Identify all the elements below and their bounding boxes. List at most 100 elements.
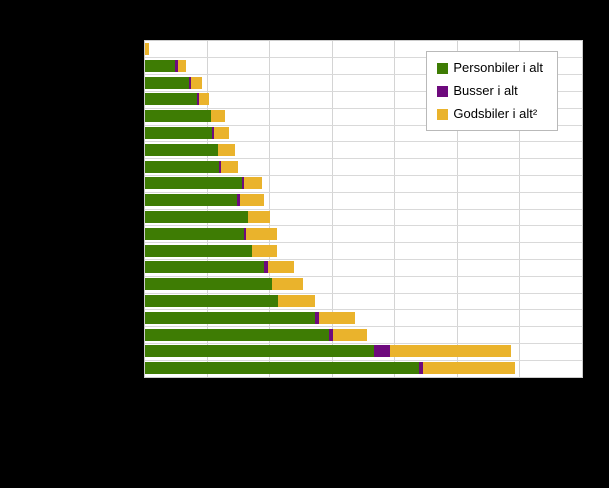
gridline-horizontal [145, 141, 582, 143]
bar-segment-busser [315, 311, 319, 324]
bar-segment-busser [196, 93, 199, 106]
bar-row [145, 59, 582, 72]
bar-segment-godsbiler [218, 143, 235, 156]
bar-segment-godsbiler [248, 211, 270, 223]
bar-segment-busser [374, 345, 391, 358]
bar-row [145, 345, 582, 358]
legend-label-personbiler: Personbiler i alt [453, 60, 543, 75]
legend-item-godsbiler[interactable]: Godsbiler i alt² [437, 107, 543, 121]
bar-row [145, 110, 582, 123]
bar-segment-personbiler [145, 295, 278, 307]
gridline-horizontal [145, 158, 582, 160]
bar-segment-godsbiler [211, 110, 225, 123]
gridline-horizontal [145, 326, 582, 328]
bar-segment-godsbiler [191, 76, 202, 89]
bar-segment-godsbiler [246, 227, 277, 240]
bar-segment-personbiler [145, 244, 253, 257]
bar-segment-personbiler [145, 177, 243, 190]
bar-segment-busser [264, 261, 268, 274]
bar-segment-godsbiler [272, 278, 303, 291]
gridline-horizontal [145, 359, 582, 361]
bar-segment-personbiler [145, 261, 265, 274]
bar-segment-personbiler [145, 311, 316, 324]
bar-row [145, 362, 582, 375]
bar-segment-busser [242, 177, 245, 190]
bar-row [145, 328, 582, 341]
bar-segment-busser [174, 59, 179, 72]
bar-segment-personbiler [145, 93, 197, 106]
bar-segment-personbiler [145, 345, 375, 358]
bar-segment-godsbiler [318, 311, 356, 324]
bar-segment-personbiler [145, 76, 189, 89]
bar-segment-godsbiler [178, 59, 186, 72]
legend-item-busser[interactable]: Busser i alt [437, 84, 543, 98]
bar-segment-busser [237, 194, 240, 207]
bar-row [145, 311, 582, 324]
legend-item-personbiler[interactable]: Personbiler i alt [437, 61, 543, 75]
gridline-horizontal [145, 124, 582, 126]
gridline-horizontal [145, 107, 582, 109]
bar-segment-personbiler [145, 143, 219, 156]
bar-row [145, 143, 582, 156]
bar-row [145, 278, 582, 291]
bar-row [145, 227, 582, 240]
bar-row [145, 93, 582, 106]
gridline-horizontal [145, 292, 582, 294]
bar-segment-personbiler [145, 362, 420, 375]
bar-row [145, 127, 582, 139]
bar-segment-personbiler [145, 211, 248, 223]
bar-segment-busser [188, 76, 192, 89]
bar-segment-godsbiler [244, 177, 262, 190]
bar-segment-personbiler [145, 227, 245, 240]
legend-label-busser: Busser i alt [453, 83, 518, 98]
bar-segment-personbiler [145, 127, 212, 139]
busser-swatch-icon [437, 85, 449, 97]
bar-segment-godsbiler [198, 93, 210, 106]
gridline-horizontal [145, 309, 582, 311]
plot-area: Personbiler i alt Busser i alt Godsbiler… [144, 40, 583, 378]
bar-row [145, 261, 582, 274]
bar-segment-godsbiler [332, 328, 368, 341]
personbiler-swatch-icon [437, 62, 449, 74]
bar-row [145, 211, 582, 223]
bar-segment-personbiler [145, 194, 238, 207]
bar-segment-busser [219, 160, 222, 173]
bar-segment-personbiler [145, 110, 212, 123]
bar-segment-godsbiler [145, 43, 149, 55]
bar-row [145, 76, 582, 89]
gridline-horizontal [145, 242, 582, 244]
grid-layer [145, 41, 582, 377]
gridline-horizontal [145, 275, 582, 277]
bar-segment-godsbiler [390, 345, 512, 358]
bars-layer [145, 41, 582, 377]
bar-row [145, 43, 582, 55]
gridline-horizontal [145, 208, 582, 210]
gridline-horizontal [145, 57, 582, 59]
bar-segment-busser [244, 227, 247, 240]
bar-segment-godsbiler [252, 244, 278, 257]
gridline-horizontal [145, 191, 582, 193]
bar-segment-godsbiler [221, 160, 238, 173]
bar-segment-busser [211, 127, 214, 139]
gridline-horizontal [145, 90, 582, 92]
bar-row [145, 177, 582, 190]
bar-segment-godsbiler [277, 295, 315, 307]
bar-segment-personbiler [145, 278, 273, 291]
legend-label-godsbiler: Godsbiler i alt² [453, 106, 538, 121]
bar-row [145, 160, 582, 173]
legend: Personbiler i alt Busser i alt Godsbiler… [426, 51, 558, 131]
bar-segment-godsbiler [423, 362, 516, 375]
godsbiler-swatch-icon [437, 108, 449, 120]
bar-segment-busser [329, 328, 333, 341]
gridline-horizontal [145, 174, 582, 176]
bar-segment-godsbiler [267, 261, 295, 274]
bar-row [145, 194, 582, 207]
bar-segment-personbiler [145, 59, 175, 72]
bar-segment-personbiler [145, 160, 220, 173]
gridline-horizontal [145, 258, 582, 260]
gridline-horizontal [145, 342, 582, 344]
gridline-horizontal [145, 225, 582, 227]
bar-segment-personbiler [145, 328, 330, 341]
bar-segment-busser [419, 362, 424, 375]
bar-segment-godsbiler [213, 127, 230, 139]
